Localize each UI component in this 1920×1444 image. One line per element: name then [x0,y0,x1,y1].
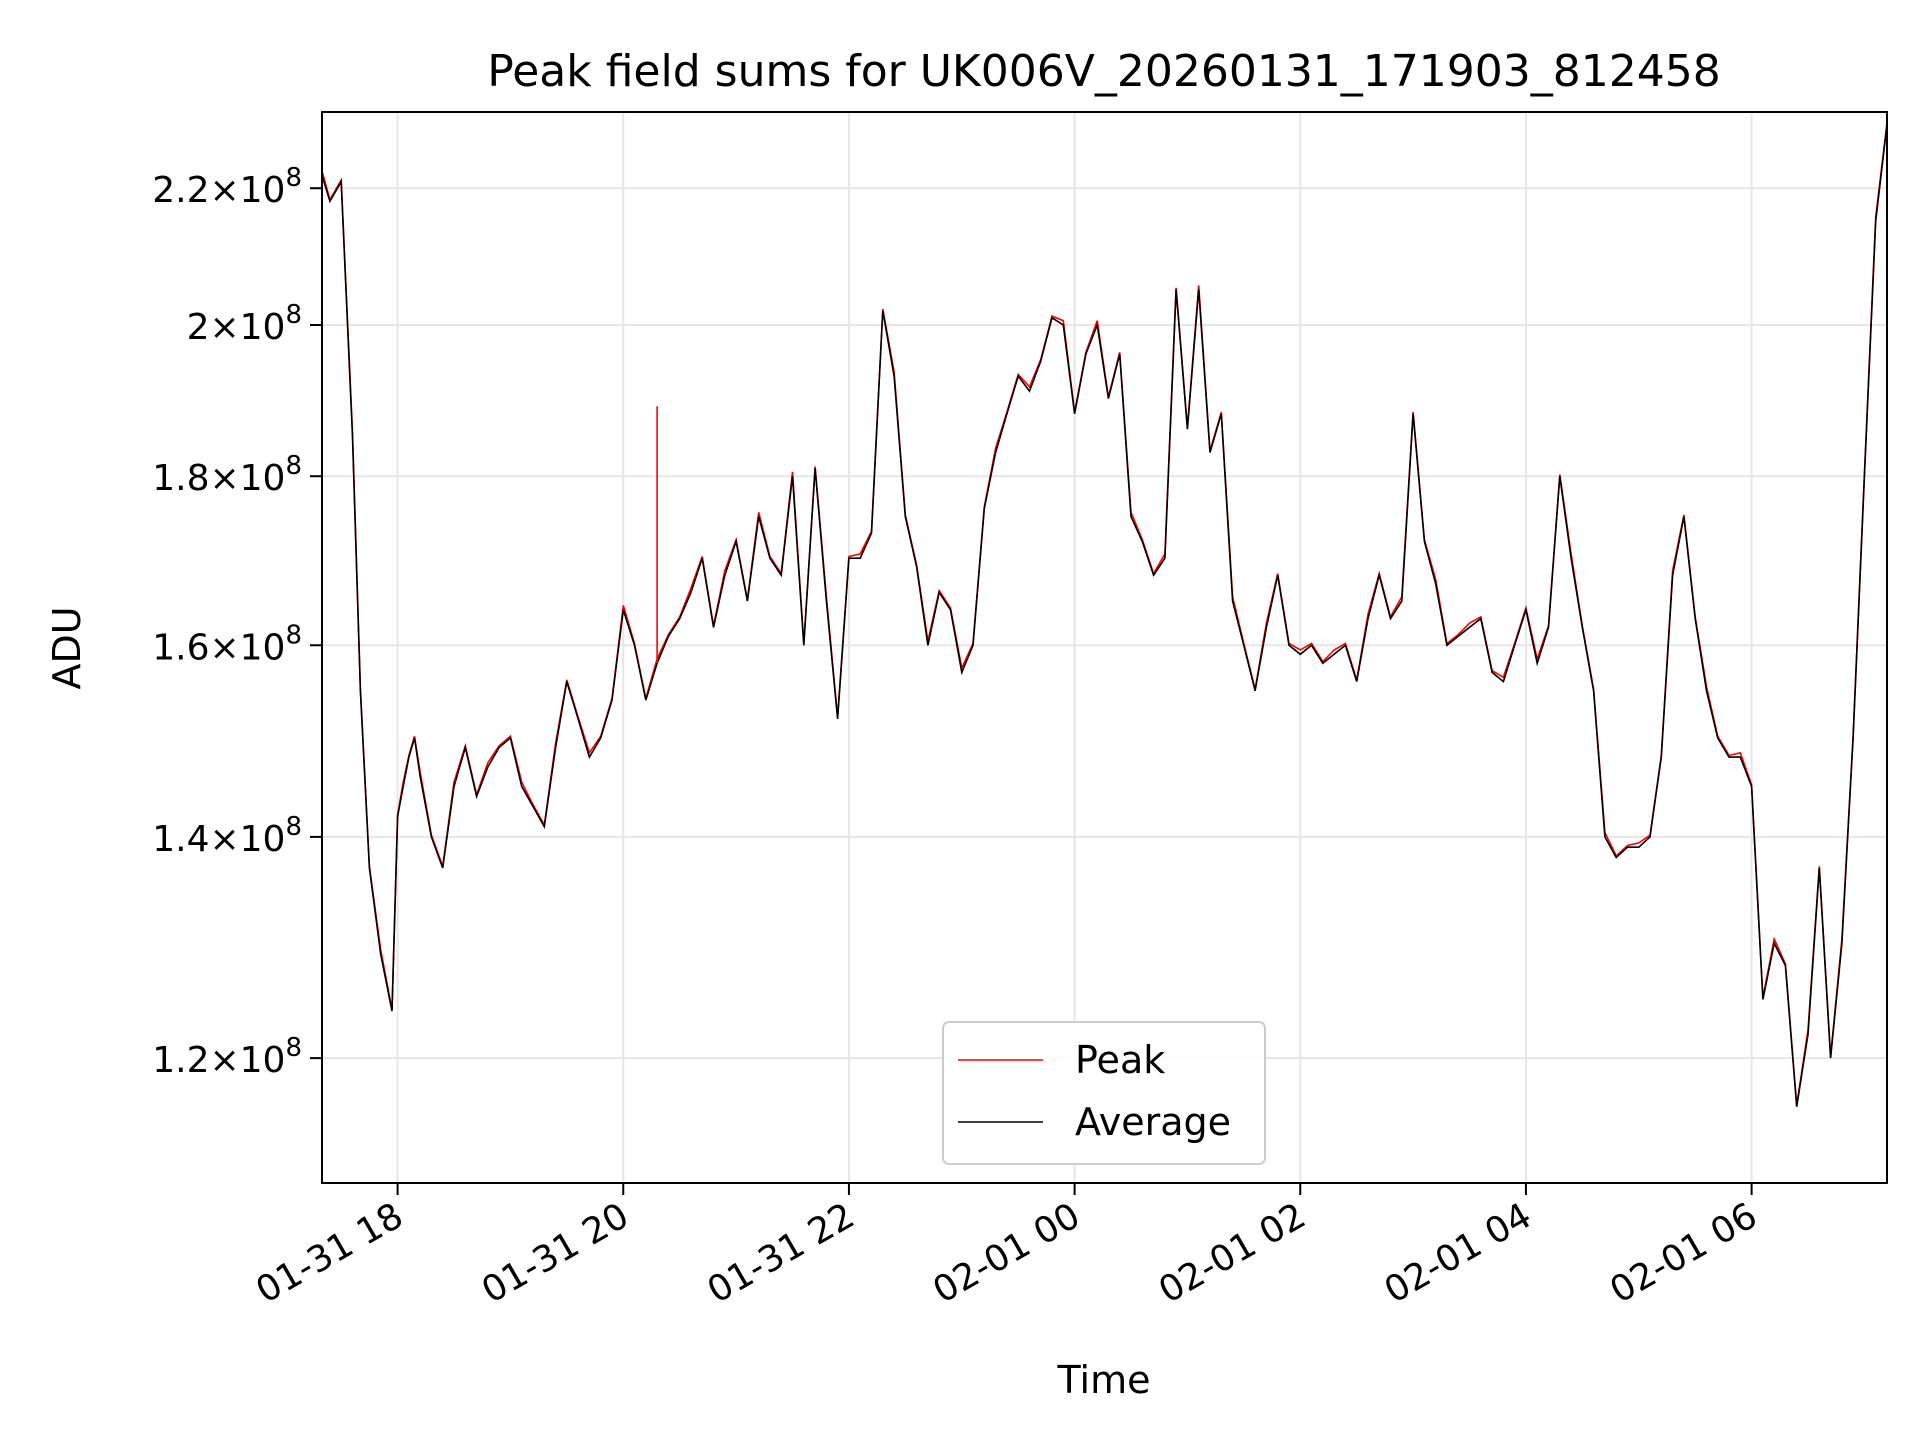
legend: Peak Average [942,1021,1266,1165]
y-tick-label: 1.8×108 [152,451,302,499]
y-tick-label: 2.2×108 [152,163,302,211]
series-average-line [321,124,1888,1107]
legend-label-average: Average [1075,1100,1231,1144]
y-tick-label: 1.4×108 [152,812,302,860]
legend-box [942,1021,1266,1165]
legend-label-peak: Peak [1075,1038,1165,1082]
y-axis-ticks: 1.2×108 1.4×108 1.6×108 1.8×108 2×108 2.2×108 [152,163,322,1081]
y-tick-label: 2×108 [187,300,302,348]
plot-frame [321,111,1888,1184]
grid-lines [322,112,1887,1183]
y-tick-label: 1.6×108 [152,620,302,668]
y-axis-label: ADU [45,606,89,689]
y-tick-label: 1.2×108 [152,1033,302,1081]
series-lines [321,122,1888,1107]
chart-title: Peak field sums for UK006V_20260131_1719… [487,46,1720,97]
x-axis-label: Time [1057,1358,1151,1402]
